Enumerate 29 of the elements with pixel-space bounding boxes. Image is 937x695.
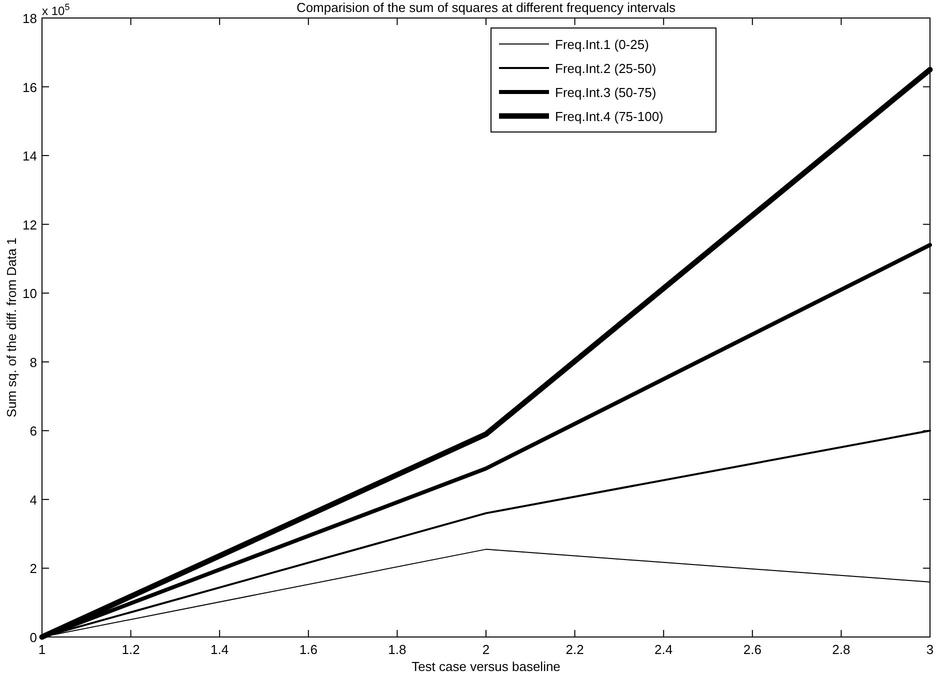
y-tick-label: 12	[22, 217, 37, 232]
x-tick-label: 2.4	[654, 642, 673, 657]
y-tick-label: 0	[30, 630, 37, 645]
x-tick-label: 1.4	[210, 642, 229, 657]
legend-label: Freq.Int.4 (75-100)	[555, 109, 664, 124]
x-tick-label: 1	[38, 642, 46, 657]
x-tick-label: 3	[926, 642, 934, 657]
x-axis-title: Test case versus baseline	[412, 659, 560, 674]
x-tick-label: 1.6	[299, 642, 318, 657]
x-tick-label: 2	[482, 642, 490, 657]
x-tick-label: 1.8	[388, 642, 406, 657]
y-tick-label: 16	[22, 80, 37, 95]
text: x 10$^{5}$	[42, 2, 70, 18]
x-tick-label: 2.6	[743, 642, 762, 657]
x-tick-label: 2.2	[566, 642, 584, 657]
x-tick-label: 1.2	[122, 642, 140, 657]
y-tick-label: 8	[30, 354, 37, 370]
y-tick-label: 18	[22, 11, 37, 26]
y-tick-label: 2	[30, 561, 37, 576]
y-tick-label: 10	[22, 286, 37, 302]
y-tick-label: 14	[22, 148, 37, 164]
x-tick-label: 2.8	[832, 642, 850, 657]
legend-label: Freq.Int.1 (0-25)	[555, 37, 649, 52]
legend-label: Freq.Int.3 (50-75)	[555, 85, 656, 100]
legend-label: Freq.Int.2 (25-50)	[555, 61, 656, 76]
y-tick-label: 6	[30, 424, 37, 439]
y-axis-title: Sum sq. of the diff. from Data 1	[4, 238, 19, 418]
y-tick-label: 4	[30, 492, 37, 508]
chart-title: Comparision of the sum of squares at different frequency intervals	[296, 0, 676, 15]
